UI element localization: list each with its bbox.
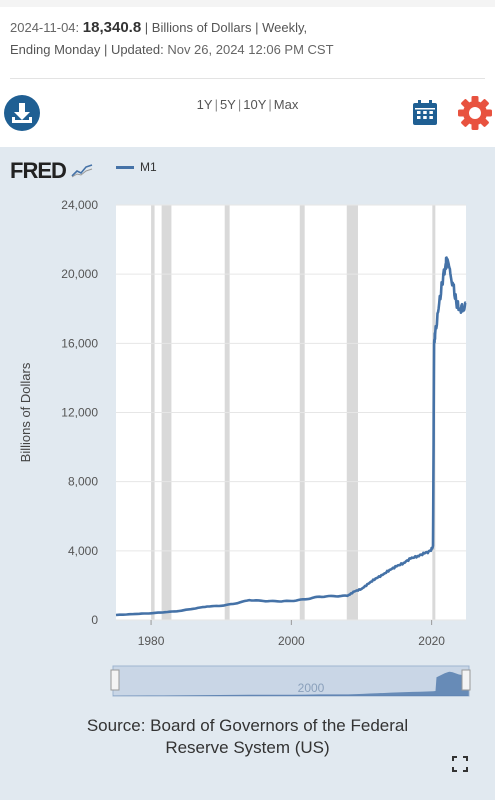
source-line-2: Reserve System (US) xyxy=(165,738,330,757)
legend-label: M1 xyxy=(140,160,157,174)
y-tick-label: 8,000 xyxy=(68,475,98,489)
settings-button[interactable] xyxy=(457,95,493,131)
y-axis-label: Billions of Dollars xyxy=(18,362,33,462)
gear-icon xyxy=(458,96,492,130)
range-navigator[interactable]: 2000 xyxy=(0,660,495,706)
calendar-icon xyxy=(413,100,437,125)
observation-date: 2024-11-04: xyxy=(10,20,80,35)
y-tick-label: 24,000 xyxy=(61,198,98,212)
range-separator: | xyxy=(268,97,272,112)
navigator-handle-left[interactable] xyxy=(110,669,120,691)
frequency-detail: Ending Monday | Updated: xyxy=(10,42,164,57)
observation-value: 18,340.8 xyxy=(82,19,142,36)
range-selector: 1Y | 5Y | 10Y | Max xyxy=(0,97,495,112)
navigator-track xyxy=(112,665,470,697)
range-1y[interactable]: 1Y xyxy=(196,97,213,112)
range-separator: | xyxy=(214,97,218,112)
calendar-button[interactable] xyxy=(410,98,440,128)
series-line-m1 xyxy=(115,256,467,617)
y-tick-label: 16,000 xyxy=(61,336,98,350)
y-tick-label: 0 xyxy=(91,613,98,627)
fred-logo: FRED xyxy=(10,158,93,184)
download-icon xyxy=(12,103,32,123)
range-5y[interactable]: 5Y xyxy=(219,97,236,112)
m1-line-chart: 0 4,000 8,000 12,000 16,000 20,000 24,000 1980… xyxy=(18,198,467,648)
updated-date: Nov 26, 2024 12:06 PM CST xyxy=(167,42,334,57)
fullscreen-icon[interactable] xyxy=(451,755,469,773)
source-line-1: Source: Board of Governors of the Federa… xyxy=(86,716,409,735)
range-max[interactable]: Max xyxy=(273,97,299,112)
y-tick-labels: 0 4,000 8,000 12,000 16,000 20,000 24,000 xyxy=(61,198,98,627)
x-tick-label: 2020 xyxy=(418,634,445,648)
x-tick-labels: 1980 2000 2020 xyxy=(138,620,445,648)
legend: M1 xyxy=(116,160,157,174)
range-10y[interactable]: 10Y xyxy=(243,97,267,112)
legend-swatch xyxy=(116,166,134,170)
y-tick-label: 4,000 xyxy=(68,544,98,558)
download-button[interactable] xyxy=(4,95,40,131)
x-tick-label: 1980 xyxy=(138,634,165,648)
navigator-handle-right[interactable] xyxy=(461,669,471,691)
y-tick-label: 12,000 xyxy=(61,406,98,420)
fred-logo-text: FRED xyxy=(10,158,67,183)
divider xyxy=(10,78,485,79)
header-line-2: Ending Monday | Updated: Nov 26, 2024 12… xyxy=(10,39,485,61)
navigator-label: 2000 xyxy=(298,681,325,695)
gridlines xyxy=(116,204,466,621)
series-header: 2024-11-04: 18,340.8 | Billions of Dolla… xyxy=(10,17,485,61)
fred-logo-chart-icon xyxy=(71,164,93,178)
top-bar xyxy=(0,0,495,7)
source-note: Source: Board of Governors of the Federa… xyxy=(0,715,495,759)
y-tick-label: 20,000 xyxy=(61,267,98,281)
navigator-series xyxy=(113,671,469,696)
range-separator: | xyxy=(237,97,242,112)
units-frequency: | Billions of Dollars | Weekly, xyxy=(144,20,308,35)
header-line-1: 2024-11-04: 18,340.8 | Billions of Dolla… xyxy=(10,17,485,39)
x-tick-label: 2000 xyxy=(278,634,305,648)
